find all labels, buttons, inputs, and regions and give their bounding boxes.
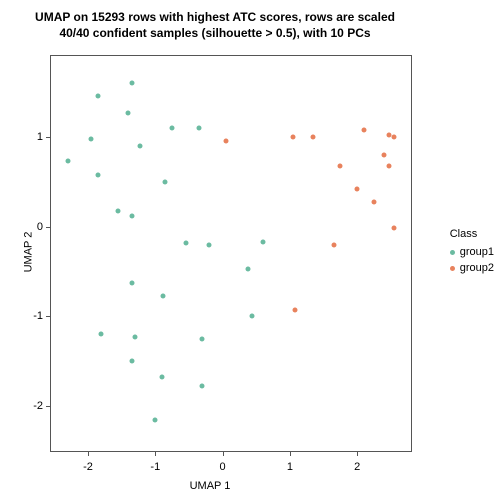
legend-title: Class <box>450 228 494 240</box>
y-axis-label: UMAP 2 <box>22 232 34 273</box>
data-point <box>170 125 175 130</box>
legend-dot-icon <box>450 266 455 271</box>
data-point <box>223 139 228 144</box>
data-point <box>116 209 121 214</box>
x-tick <box>223 451 224 456</box>
x-tick <box>290 451 291 456</box>
x-tick-label: 1 <box>287 461 293 473</box>
data-point <box>161 293 166 298</box>
data-point <box>207 242 212 247</box>
data-point <box>160 375 165 380</box>
data-point <box>260 239 265 244</box>
data-point <box>293 308 298 313</box>
x-tick <box>155 451 156 456</box>
data-point <box>99 332 104 337</box>
x-tick-label: -2 <box>83 461 93 473</box>
data-point <box>138 143 143 148</box>
title-line-2: 40/40 confident samples (silhouette > 0.… <box>0 26 430 42</box>
data-point <box>200 384 205 389</box>
data-point <box>249 314 254 319</box>
data-point <box>133 334 138 339</box>
data-point <box>183 240 188 245</box>
data-point <box>89 137 94 142</box>
data-point <box>361 127 366 132</box>
data-point <box>371 200 376 205</box>
data-point <box>311 134 316 139</box>
umap-scatter-chart: UMAP on 15293 rows with highest ATC scor… <box>0 0 504 504</box>
x-tick-label: 2 <box>354 461 360 473</box>
data-point <box>331 242 336 247</box>
data-point <box>129 213 134 218</box>
legend-label: group1 <box>460 246 494 258</box>
data-point <box>392 226 397 231</box>
data-point <box>129 281 134 286</box>
data-point <box>197 125 202 130</box>
data-point <box>200 336 205 341</box>
data-point <box>355 186 360 191</box>
data-point <box>387 163 392 168</box>
data-point <box>382 152 387 157</box>
data-point <box>96 94 101 99</box>
data-point <box>386 133 391 138</box>
y-tick <box>46 227 51 228</box>
x-axis-label: UMAP 1 <box>0 480 420 492</box>
legend-dot-icon <box>450 250 455 255</box>
data-point <box>129 80 134 85</box>
y-tick <box>46 316 51 317</box>
y-tick-label: -2 <box>21 400 43 412</box>
data-point <box>96 173 101 178</box>
data-point <box>126 110 131 115</box>
y-tick-label: 1 <box>21 131 43 143</box>
legend-label: group2 <box>460 262 494 274</box>
legend-item: group1 <box>450 244 494 260</box>
data-point <box>246 266 251 271</box>
x-tick <box>88 451 89 456</box>
data-point <box>129 359 134 364</box>
y-tick-label: -1 <box>21 310 43 322</box>
legend-item: group2 <box>450 260 494 276</box>
data-point <box>338 164 343 169</box>
x-tick <box>357 451 358 456</box>
x-tick-label: 0 <box>220 461 226 473</box>
data-point <box>65 159 70 164</box>
title-line-1: UMAP on 15293 rows with highest ATC scor… <box>0 10 430 26</box>
y-tick <box>46 137 51 138</box>
legend: Class group1 group2 <box>450 228 494 276</box>
data-point <box>392 134 397 139</box>
data-point <box>163 179 168 184</box>
chart-title: UMAP on 15293 rows with highest ATC scor… <box>0 10 430 41</box>
data-point <box>291 134 296 139</box>
x-tick-label: -1 <box>150 461 160 473</box>
plot-area: -2-1012-2-101 <box>50 55 412 452</box>
data-point <box>153 417 158 422</box>
y-tick <box>46 406 51 407</box>
